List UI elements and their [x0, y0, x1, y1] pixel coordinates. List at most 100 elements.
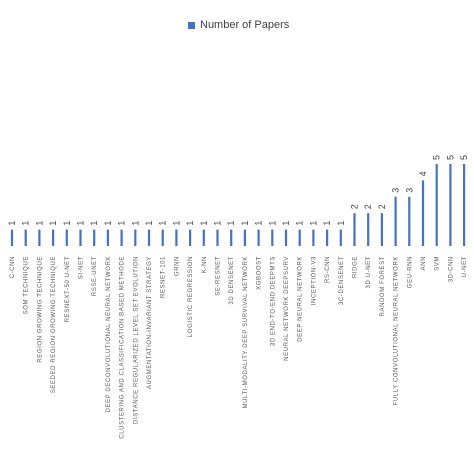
tick-label-8: CLUSTERING AND CLASSIFICATION BASED METH…: [120, 256, 126, 439]
tick-label-24: 3C-DENSENET: [339, 256, 345, 305]
bar-9: [134, 229, 137, 246]
tick-label-2: REGION GROWING TECHNIQUE: [37, 256, 43, 363]
bar-23: [326, 229, 329, 246]
bar-15: [216, 229, 219, 246]
tick-label-5: SI-NET: [79, 256, 85, 279]
data-label-15: 1: [213, 221, 223, 226]
data-label-25: 2: [350, 204, 360, 209]
tick-label-25: RIDGE: [353, 256, 359, 278]
tick-label-29: GEU-RNN: [407, 256, 413, 288]
data-label-11: 1: [158, 221, 168, 226]
data-label-19: 1: [267, 221, 277, 226]
bar-22: [312, 229, 315, 246]
tick-label-27: RANDOM FOREST: [380, 256, 386, 316]
bar-4: [65, 229, 68, 246]
data-label-27: 2: [377, 204, 387, 209]
tick-label-18: XGBOOST: [257, 256, 263, 290]
bar-33: [463, 164, 466, 246]
tick-label-0: C-CNN: [10, 256, 16, 278]
tick-label-21: DEEP NEURAL NETWORK: [298, 256, 304, 342]
bar-7: [106, 229, 109, 246]
data-label-3: 1: [48, 221, 58, 226]
legend-label: Number of Papers: [200, 19, 290, 31]
data-label-14: 1: [199, 221, 209, 226]
bar-20: [284, 229, 288, 246]
data-label-29: 3: [404, 188, 414, 193]
tick-label-32: 3D-CNN: [448, 256, 454, 282]
data-label-26: 2: [363, 204, 373, 209]
bar-24: [339, 229, 342, 246]
bar-28: [394, 196, 397, 246]
tick-label-30: ANN: [421, 256, 427, 270]
bar-17: [243, 229, 246, 246]
data-label-1: 1: [21, 221, 31, 226]
tick-label-12: GRNN: [174, 256, 180, 276]
tick-label-31: SVM: [435, 256, 441, 271]
data-label-31: 5: [432, 155, 442, 160]
data-label-32: 5: [445, 155, 455, 160]
chart-legend: Number of Papers: [188, 19, 289, 31]
bar-2: [38, 229, 41, 246]
data-label-30: 4: [418, 171, 428, 176]
bar-1: [24, 229, 27, 246]
data-label-20: 1: [281, 221, 291, 226]
tick-label-10: AUGMENTATION-INVARIANT STRATEGY: [147, 256, 153, 389]
bar-5: [79, 229, 82, 246]
data-label-28: 3: [391, 188, 401, 193]
tick-label-4: RESNEXT-50 U-NET: [65, 256, 71, 322]
bar-30: [421, 180, 425, 246]
tick-label-17: MULTI-MODALITY DEEP SURVIVAL NETWORK: [243, 256, 249, 409]
data-label-24: 1: [336, 221, 346, 226]
bar-14: [202, 229, 205, 246]
tick-label-16: 3D DENSENET: [229, 256, 235, 305]
tick-label-28: FULLY CONVOLUTIONAL NEURAL NETWORK: [394, 256, 400, 405]
bar-31: [435, 164, 438, 246]
data-label-12: 1: [171, 221, 181, 226]
data-label-23: 1: [322, 221, 332, 226]
data-label-21: 1: [295, 221, 305, 226]
data-label-5: 1: [76, 221, 86, 226]
bar-13: [189, 229, 192, 246]
tick-label-7: DEEP DECONVOLUTIONAL NEURAL NETWORK: [106, 256, 112, 412]
data-label-18: 1: [254, 221, 264, 226]
data-label-33: 5: [459, 155, 469, 160]
tick-label-1: SOM TECHNIQUE: [24, 256, 30, 314]
data-label-7: 1: [103, 221, 113, 226]
data-label-16: 1: [226, 221, 236, 226]
tick-label-9: DISTANCE REGULARIZED LEVEL SET EVOLUTION: [133, 256, 139, 424]
data-label-0: 1: [7, 221, 17, 226]
bar-12: [175, 229, 178, 246]
data-label-22: 1: [308, 221, 318, 226]
bar-18: [257, 229, 260, 246]
bar-8: [120, 229, 123, 246]
data-label-13: 1: [185, 221, 195, 226]
tick-label-13: LOGISTIC REGRESSION: [188, 256, 194, 337]
tick-label-19: 3D END-TO-END DEEPMTS: [270, 256, 276, 346]
tick-label-20: NEURAL NETWORK DEEPSURV: [284, 256, 290, 361]
bar-27: [380, 213, 383, 246]
data-label-6: 1: [89, 221, 99, 226]
tick-label-3: SEEDED REGION GROWING TECHNIQUE: [51, 256, 57, 393]
bar-21: [298, 229, 301, 246]
tick-label-26: 3D U-NET: [366, 256, 372, 288]
bar-32: [449, 164, 452, 246]
tick-label-11: RESNET-101: [161, 256, 167, 298]
bar-10: [147, 229, 151, 246]
tick-label-14: K-NN: [202, 256, 208, 273]
bar-3: [52, 229, 55, 246]
legend-swatch: [188, 21, 195, 29]
tick-label-22: INCEPTION-V3: [311, 256, 317, 305]
bar-11: [161, 229, 164, 246]
bar-29: [408, 196, 411, 246]
tick-label-15: SE-RESNET: [216, 256, 222, 296]
bar-0: [10, 229, 14, 246]
bar-25: [353, 213, 356, 246]
tick-label-23: RS-CNN: [325, 256, 331, 283]
tick-label-33: U-NET: [462, 256, 468, 277]
data-label-8: 1: [117, 221, 127, 226]
bar-6: [93, 229, 96, 246]
bar-16: [230, 229, 233, 246]
data-label-9: 1: [130, 221, 140, 226]
bar-26: [367, 213, 370, 246]
